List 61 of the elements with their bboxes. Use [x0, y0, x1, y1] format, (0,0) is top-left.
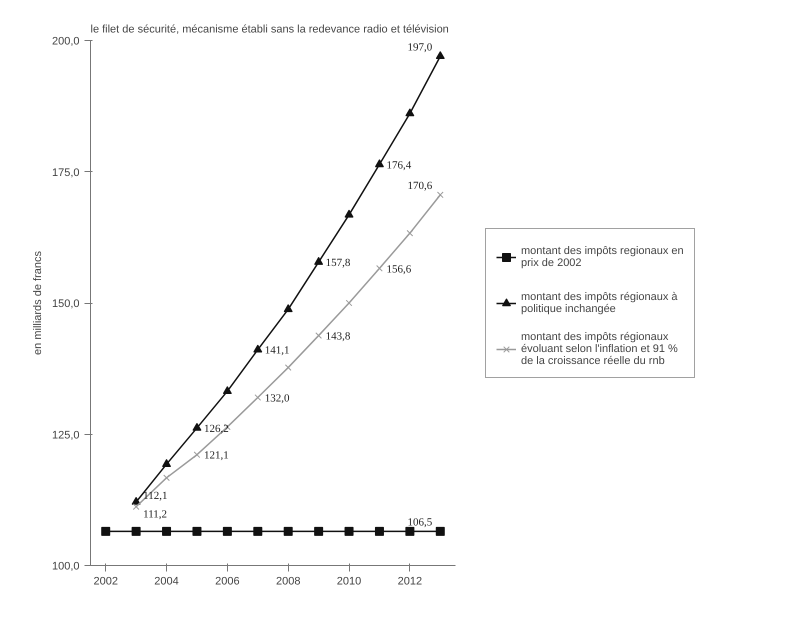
- y-tick-label: 125,0: [52, 429, 80, 442]
- point: [436, 526, 445, 536]
- point: [346, 300, 352, 306]
- x-tick-label: 2010: [336, 576, 362, 588]
- point: [222, 526, 232, 536]
- point: [194, 451, 200, 458]
- point: [436, 192, 444, 198]
- y-tick-label: 200,0: [52, 36, 80, 48]
- point: [101, 526, 110, 536]
- data-label: 176,4: [386, 159, 412, 172]
- data-label: 106,5: [408, 516, 433, 528]
- data-label: 112,1: [143, 490, 168, 502]
- point: [162, 526, 172, 536]
- point: [222, 386, 232, 394]
- point: [405, 108, 414, 116]
- x-tick-label: 2012: [398, 576, 422, 588]
- point: [314, 526, 324, 536]
- point: [344, 210, 354, 218]
- data-label: 141,1: [264, 344, 290, 357]
- point: [284, 304, 293, 312]
- x-tick-label: 2006: [215, 576, 240, 588]
- point: [374, 526, 384, 536]
- x-tick-label: 2004: [154, 576, 179, 588]
- point: [284, 526, 293, 536]
- point: [376, 265, 383, 272]
- y-tick-label: 175,0: [52, 166, 80, 179]
- x-tick-label: 2002: [93, 576, 118, 588]
- y-tick-label: 150,0: [52, 298, 80, 310]
- point: [436, 51, 445, 60]
- x-tick-label: 2008: [276, 576, 300, 588]
- data-label: 197,0: [408, 41, 433, 54]
- point: [254, 394, 262, 401]
- data-label: 126,2: [204, 422, 229, 435]
- data-label: 143,8: [326, 330, 351, 343]
- point: [284, 364, 292, 371]
- point: [314, 256, 324, 265]
- data-label: 132,0: [264, 392, 290, 404]
- point: [405, 526, 414, 536]
- data-label: 121,1: [204, 450, 229, 462]
- point: [315, 332, 322, 339]
- legend-label: montant des impôts regionaux en prix de 2002: [521, 244, 684, 270]
- y-axis-title: en milliards de francs: [32, 250, 44, 355]
- data-label: 111,2: [143, 508, 168, 521]
- point: [253, 526, 262, 536]
- point: [163, 474, 170, 482]
- data-label: 156,6: [386, 263, 412, 276]
- point: [406, 230, 414, 237]
- point: [192, 422, 202, 431]
- legend-label: montant des impôts régionaux à politique inchangée: [521, 290, 678, 316]
- point: [374, 159, 384, 168]
- chart-title: le filet de sécurité, mécanisme établi sans la redevance radio et télévision: [90, 24, 449, 36]
- data-label: 170,6: [408, 180, 433, 192]
- point: [192, 526, 202, 536]
- point: [132, 526, 141, 536]
- y-tick-label: 100,0: [52, 560, 80, 572]
- point: [162, 459, 172, 467]
- point: [132, 503, 140, 510]
- data-label: 157,8: [326, 257, 351, 270]
- point: [253, 344, 262, 353]
- point: [344, 526, 354, 536]
- legend-label: montant des impôts régionaux évoluant selon l'inflation et 91 % de la croissance réelle du rnb: [521, 330, 678, 366]
